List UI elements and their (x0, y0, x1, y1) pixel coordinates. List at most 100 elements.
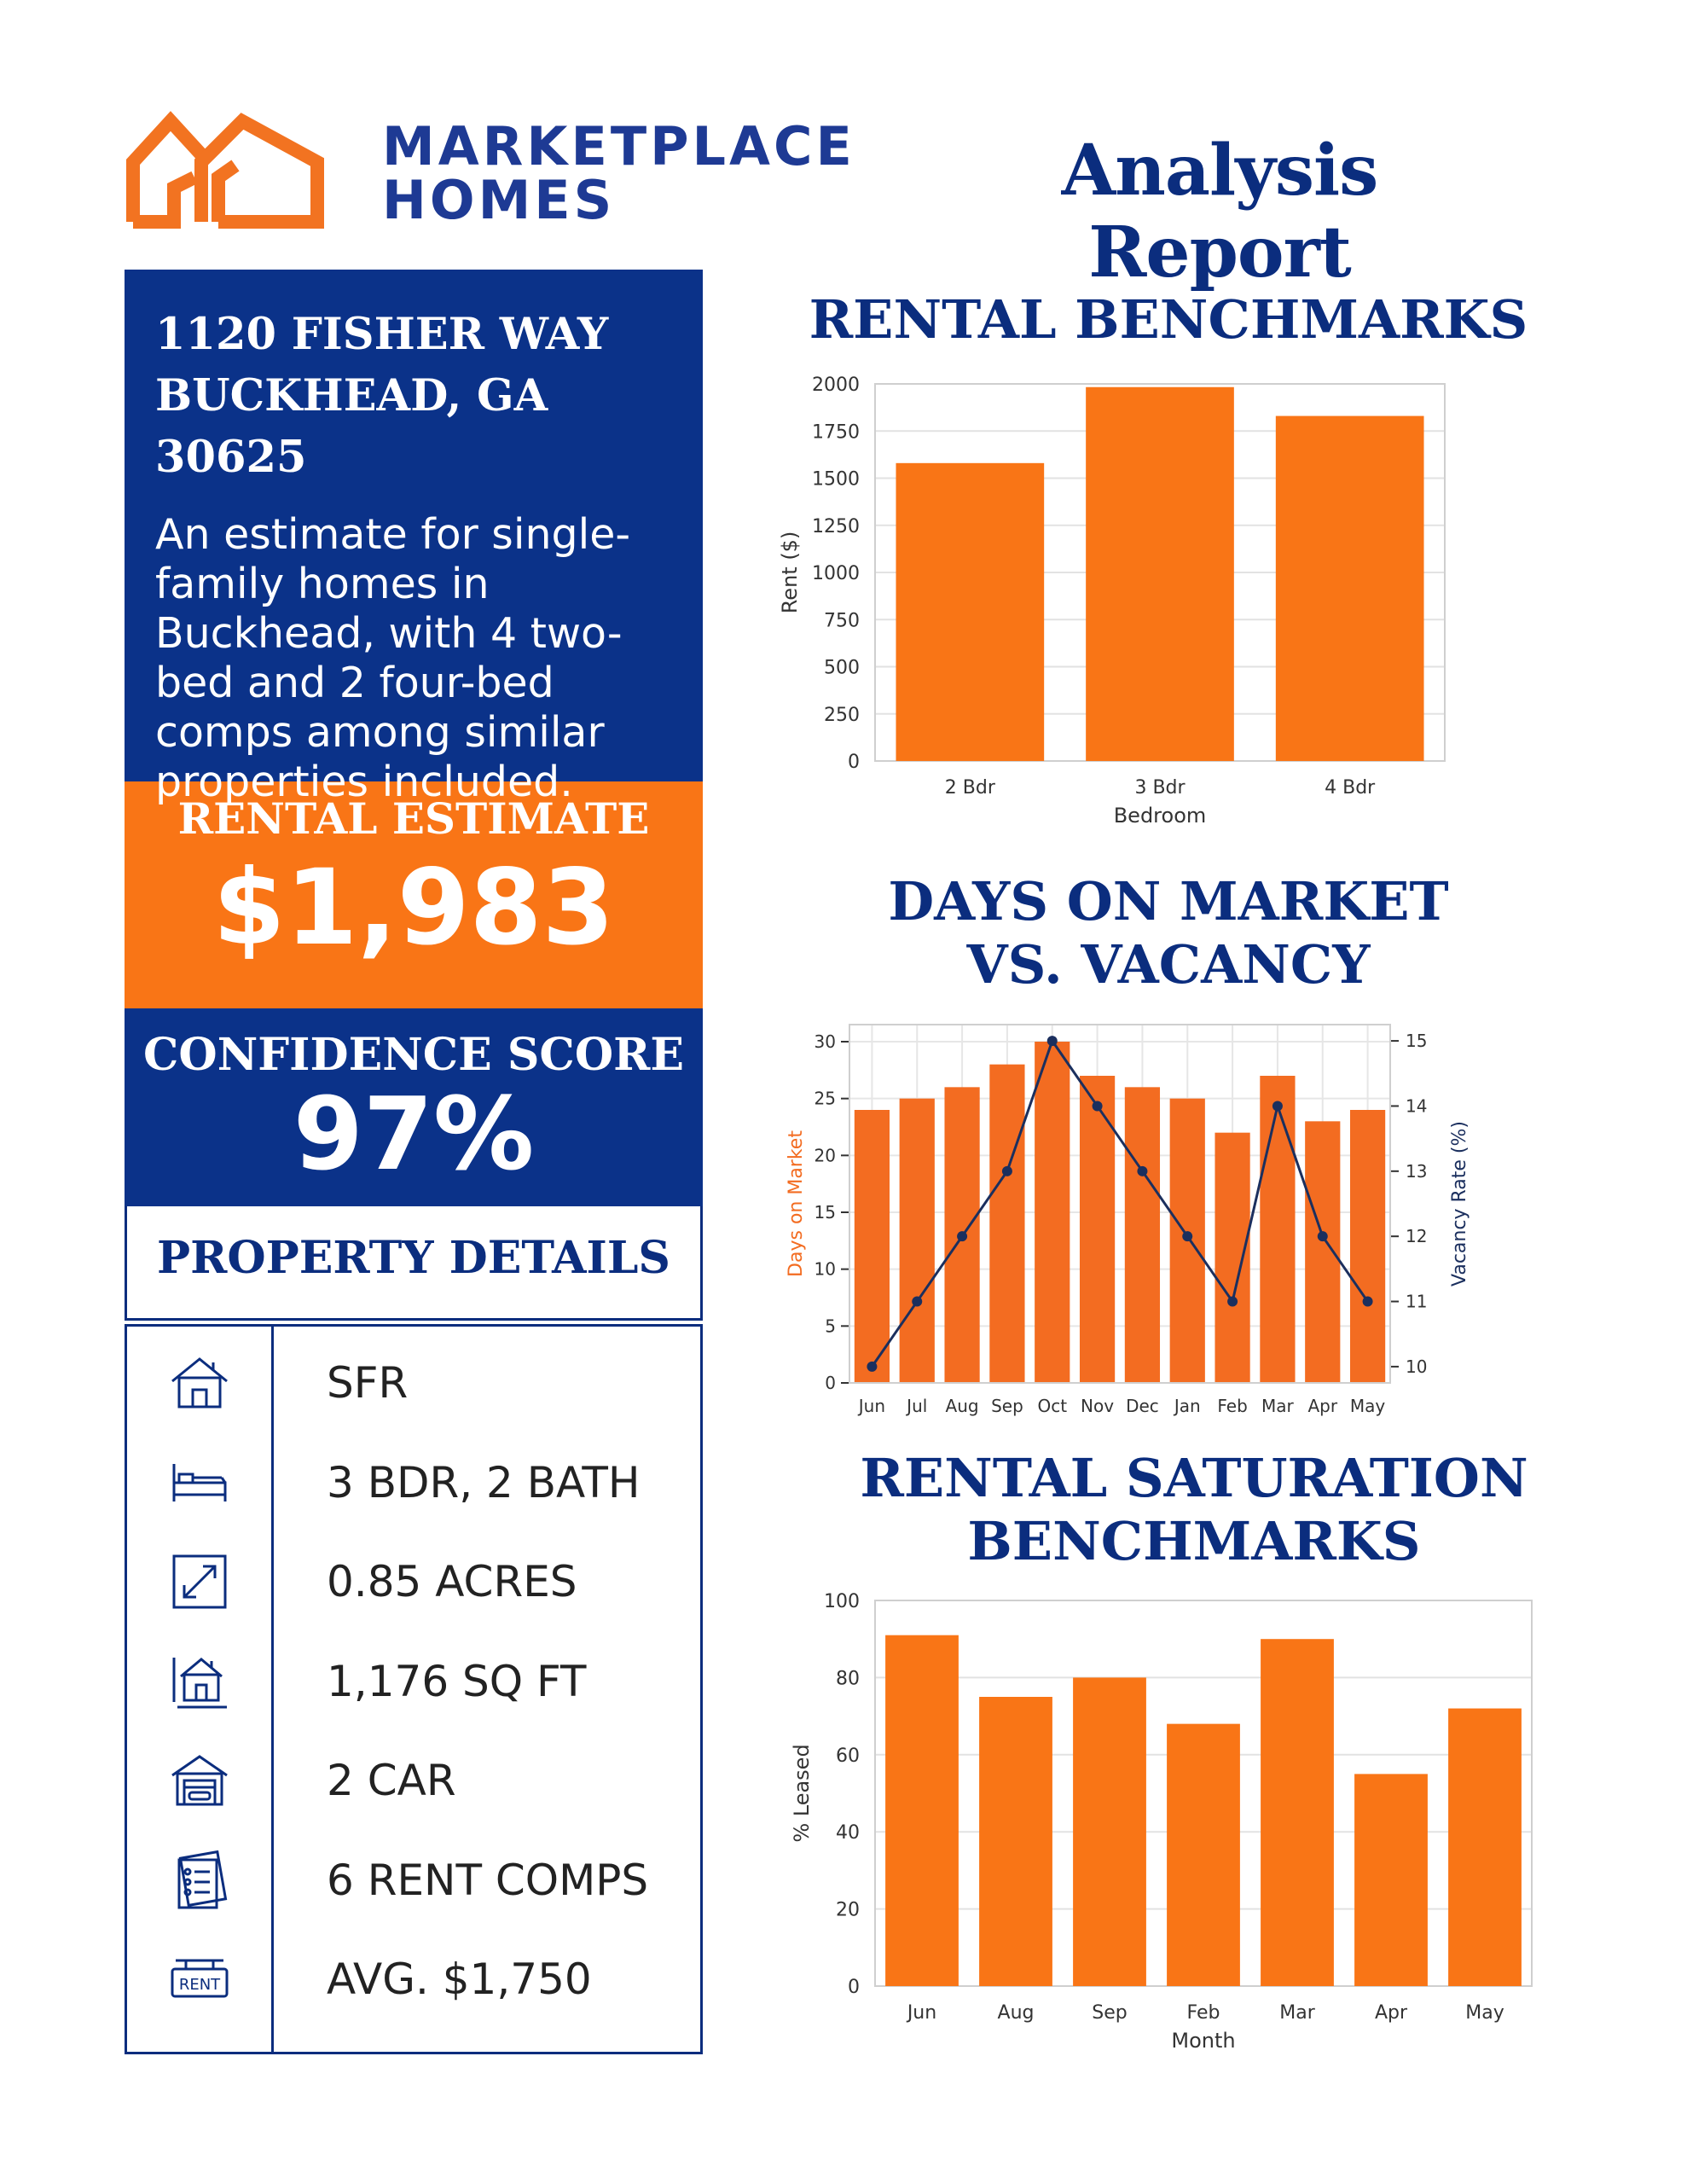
bar (1275, 415, 1424, 761)
details-icon-cell (127, 1632, 271, 1732)
bar (1349, 1110, 1386, 1383)
y-tick-label: 80 (836, 1668, 860, 1689)
vacancy-point (1046, 1036, 1058, 1047)
detail-comps: 6 RENT COMPS (327, 1855, 649, 1905)
x-tick-label: Oct (1037, 1396, 1067, 1416)
rental-estimate-value: $1,983 (212, 847, 615, 968)
y-tick-label: 40 (836, 1822, 860, 1844)
rental-benchmarks-title: RENTAL BENCHMARKS (809, 288, 1528, 351)
bar (1124, 1087, 1161, 1383)
rental-benchmarks-chart: 0 250 500 750 1000 1250 1500 1750 2000 2 Bdr 3 Bdr… (778, 375, 1446, 828)
y2-tick-label: 12 (1406, 1226, 1427, 1246)
y2-axis-label: Vacancy Rate (%) (1449, 1121, 1470, 1287)
bar (1079, 1076, 1116, 1383)
y-tick-label: 0 (848, 752, 860, 773)
details-icon-cell (127, 1433, 271, 1533)
x-axis-label: Month (1171, 2029, 1235, 2053)
y-tick-label: 750 (824, 610, 860, 631)
detail-type: SFR (327, 1358, 409, 1409)
rental-estimate-panel: RENTAL ESTIMATE $1,983 (125, 781, 703, 1008)
vacancy-line (871, 1037, 1369, 1368)
y-tick-label: 1250 (812, 516, 860, 537)
bar (989, 1064, 1025, 1383)
y-tick-label: 250 (824, 705, 860, 726)
x-tick-label: May (1465, 2002, 1504, 2024)
y-tick-label: 20 (815, 1145, 836, 1165)
vacancy-point (1362, 1296, 1373, 1307)
bar (1261, 1639, 1334, 1986)
marketplace-homes-logo-icon (126, 111, 324, 229)
y-tick-label: 0 (825, 1373, 836, 1393)
checklist-icon (177, 1850, 227, 1909)
address-line1: 1120 FISHER WAY (155, 309, 609, 360)
x-tick-label: Aug (946, 1396, 979, 1416)
y-tick-label: 10 (815, 1259, 836, 1280)
confidence-label: CONFIDENCE SCORE (143, 1029, 684, 1081)
vacancy-point (1272, 1101, 1283, 1112)
property-details-header: PROPERTY DETAILS (125, 1206, 703, 1321)
bar (1215, 1132, 1250, 1383)
address-line2: BUCKHEAD, GA 30625 (155, 370, 548, 483)
bar (899, 1098, 935, 1383)
bar (1167, 1723, 1240, 1986)
y2-tick-label: 15 (1406, 1031, 1427, 1051)
detail-row: 1,176 SQ FT (274, 1632, 700, 1732)
property-description: An estimate for single-family homes in B… (155, 510, 631, 806)
y-tick-label: 1750 (812, 421, 860, 443)
x-tick-label: May (1350, 1396, 1386, 1416)
brand-line1: MARKETPLACE (382, 115, 855, 177)
y-tick-label: 1500 (812, 469, 860, 491)
x-tick-label: Feb (1217, 1396, 1247, 1416)
x-tick-label: Dec (1126, 1396, 1159, 1416)
bar (1448, 1708, 1522, 1986)
x-axis-label: Bedroom (1114, 804, 1207, 828)
confidence-value: 97% (293, 1075, 535, 1193)
details-icon-cell: RENT (127, 1930, 271, 2030)
details-icon-cell (127, 1333, 271, 1433)
y-axis-label: % Leased (790, 1744, 814, 1842)
x-tick-label: Mar (1261, 1396, 1295, 1416)
y-tick-label: 0 (848, 1977, 860, 1998)
days-on-market-title: DAYS ON MARKET VS. VACANCY (888, 870, 1449, 996)
y-tick-label: 5 (825, 1316, 836, 1336)
bar (896, 462, 1045, 761)
confidence-panel: CONFIDENCE SCORE 97% (125, 1008, 703, 1206)
details-icon-cell (127, 1532, 271, 1632)
detail-row: 3 BDR, 2 BATH (274, 1433, 700, 1533)
area-icon (172, 1554, 226, 1609)
y2-tick-label: 11 (1406, 1292, 1427, 1312)
vacancy-point (1182, 1231, 1193, 1242)
x-tick-label: Jun (906, 2002, 936, 2024)
detail-sqft: 1,176 SQ FT (327, 1656, 587, 1706)
y-tick-label: 60 (836, 1745, 860, 1767)
detail-beds-baths: 3 BDR, 2 BATH (327, 1457, 641, 1507)
details-icon-cell (127, 1731, 271, 1831)
y2-tick-label: 10 (1406, 1356, 1427, 1377)
x-tick-label: Aug (998, 2002, 1035, 2024)
property-details-title: PROPERTY DETAILS (157, 1232, 670, 1284)
y-tick-label: 100 (824, 1591, 860, 1612)
detail-avg-rent: AVG. $1,750 (327, 1955, 592, 2005)
vacancy-point (912, 1296, 923, 1307)
rental-estimate-label: RENTAL ESTIMATE (177, 793, 650, 844)
bar (1035, 1042, 1070, 1383)
x-tick-label: Apr (1307, 1396, 1337, 1416)
detail-row: 0.85 ACRES (274, 1532, 700, 1632)
x-tick-label: Mar (1279, 2002, 1315, 2024)
x-tick-label: Sep (991, 1396, 1023, 1416)
garage-icon (171, 1755, 228, 1806)
left-column: 1120 FISHER WAY BUCKHEAD, GA 30625 An es… (125, 270, 703, 2054)
brand-line2: HOMES (382, 169, 616, 231)
details-icon-column: RENT (127, 1327, 274, 2052)
details-icon-cell (127, 1831, 271, 1931)
y-axis-label: Rent ($) (778, 531, 802, 614)
rental-saturation-title: RENTAL SATURATION BENCHMARKS (860, 1447, 1528, 1572)
bed-icon (172, 1463, 226, 1502)
bar (885, 1635, 959, 1986)
y-tick-label: 20 (836, 1900, 860, 1921)
y2-tick-label: 14 (1406, 1095, 1427, 1116)
plot-frame (849, 1024, 1391, 1384)
x-tick-label: Apr (1375, 2002, 1408, 2024)
days-on-market-chart: 0 5 10 15 20 25 30 10 11 12 13 14 15 Jun Jul Aug Sep Oct N… (786, 1024, 1470, 1416)
rental-saturation-chart: 0 20 40 60 80 100 Jun Aug Sep Feb Mar Apr May Month % … (790, 1591, 1533, 2053)
